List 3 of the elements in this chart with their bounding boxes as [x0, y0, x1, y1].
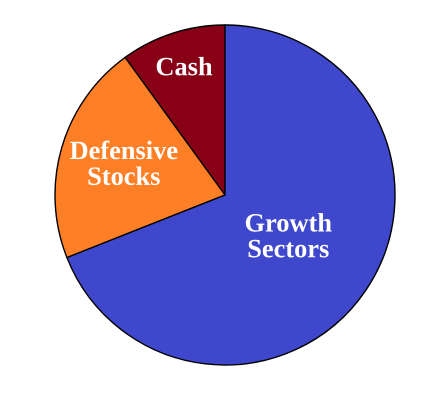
slice-label: Cash: [156, 56, 212, 76]
slice-label: Defensive Stocks: [70, 140, 178, 186]
slice-label: Growth Sectors: [246, 213, 332, 258]
